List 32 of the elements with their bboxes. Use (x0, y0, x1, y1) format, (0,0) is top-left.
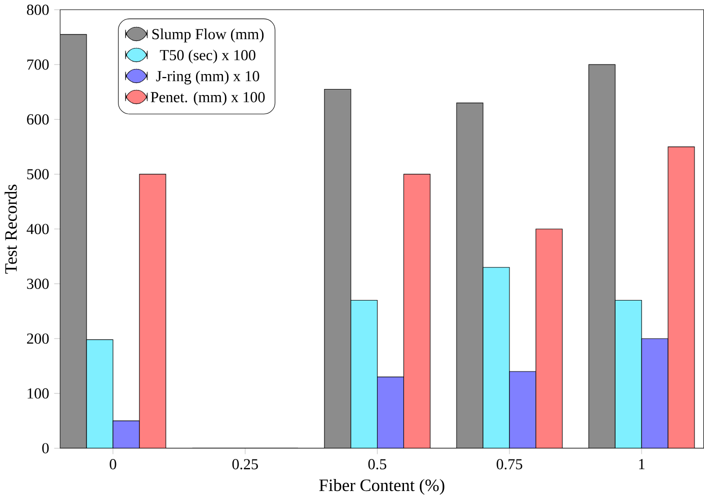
bar (112, 420, 140, 448)
bar (641, 338, 668, 448)
x-tick-label: 1 (639, 458, 644, 469)
y-tick-label: 600 (27, 114, 49, 124)
y-tick-label: 300 (27, 278, 49, 289)
bar (482, 266, 510, 448)
bar (509, 371, 536, 448)
y-tick-label: 200 (27, 333, 49, 344)
bar (139, 174, 166, 448)
legend-label: J-ring (mm) x 10 (156, 70, 260, 84)
bar (614, 300, 642, 448)
y-tick-label: 0 (42, 442, 49, 454)
legend-label: T50 (sec) x 100 (160, 49, 256, 64)
x-axis-title: Fiber Content (%) (319, 478, 444, 495)
y-tick-label: 500 (27, 168, 49, 180)
bar (350, 300, 378, 448)
bar (377, 376, 404, 448)
x-tick-label: 0.25 (232, 458, 258, 470)
bar (86, 340, 113, 448)
bar (668, 146, 695, 448)
x-tick-label: 0.5 (368, 458, 386, 470)
y-tick-label: 400 (26, 224, 49, 234)
y-tick-label: 700 (27, 59, 49, 70)
legend-label: Penet. (mm) x 100 (150, 91, 265, 106)
y-tick-label: 800 (26, 4, 49, 15)
x-tick-label: 0.75 (496, 458, 522, 470)
y-tick-label: 100 (28, 388, 49, 398)
bar (536, 228, 563, 448)
legend-label: Slump Flow (mm) (152, 28, 264, 42)
y-axis-title: Test Records (4, 184, 17, 274)
x-tick-label: 0 (110, 458, 116, 470)
bar (403, 174, 430, 448)
